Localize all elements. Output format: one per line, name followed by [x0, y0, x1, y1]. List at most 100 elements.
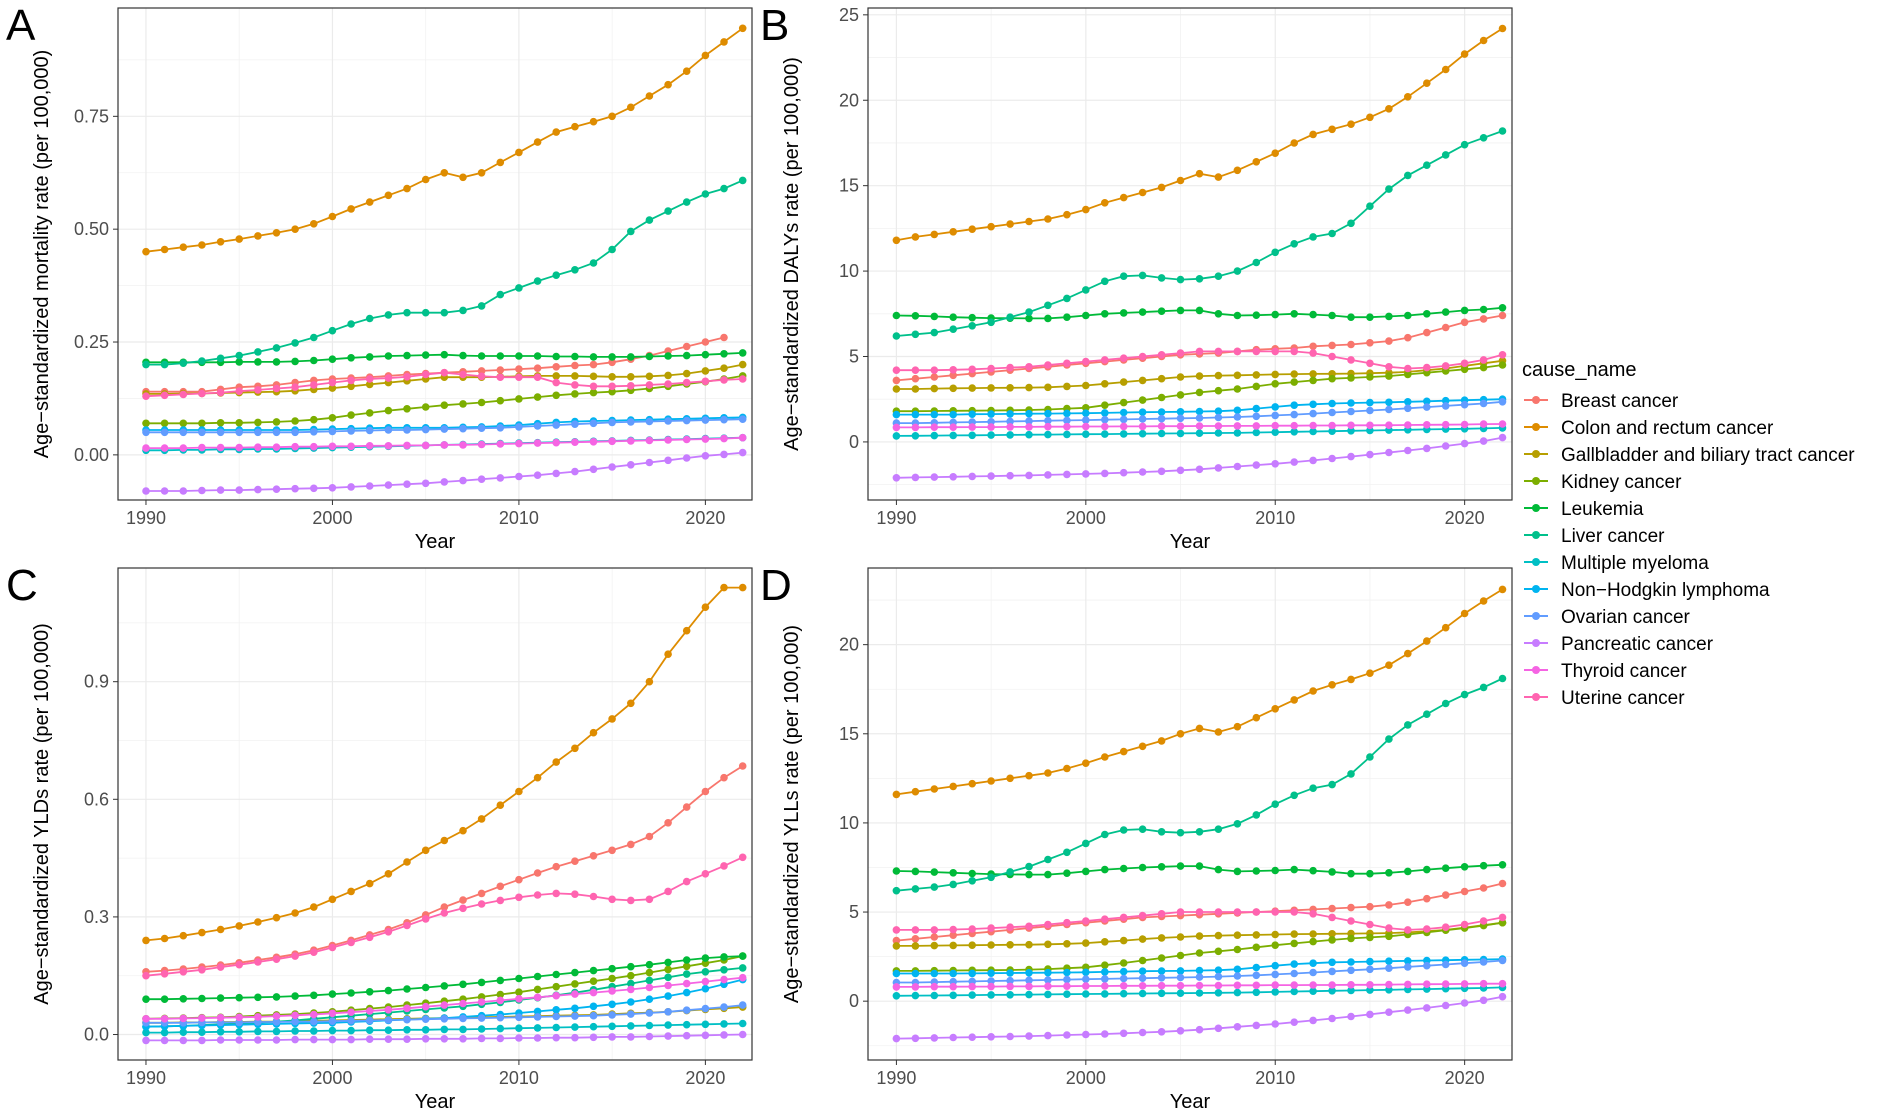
data-point-1997: [272, 344, 281, 352]
data-point-1991: [911, 410, 920, 419]
data-point-2006: [440, 350, 449, 359]
data-point-1997: [272, 955, 281, 963]
legend-label-multiple-myeloma: Multiple myeloma: [1561, 553, 1709, 574]
series-pancreatic-cancer: [892, 992, 1507, 1043]
data-point-2012: [1309, 421, 1317, 430]
data-point-1990: [892, 474, 901, 482]
data-point-2020: [701, 377, 710, 386]
legend-key-point: [1532, 612, 1540, 620]
data-point-2005: [421, 441, 430, 450]
data-point-2006: [1195, 1025, 1204, 1034]
data-point-2001: [1101, 982, 1109, 990]
data-point-1991: [911, 423, 920, 432]
data-point-1996: [1006, 991, 1014, 999]
legend-entry-gallbladder-cancer: Gallbladder and biliary tract cancer: [1524, 445, 1855, 466]
data-point-2015: [1366, 421, 1374, 430]
data-point-2017: [1404, 1006, 1412, 1014]
data-point-2022: [1498, 992, 1507, 1001]
data-point-2005: [1176, 730, 1185, 738]
data-point-2021: [1479, 917, 1488, 925]
data-point-2002: [1119, 430, 1128, 438]
y-tick-label: 0.9: [84, 672, 109, 692]
data-point-1993: [949, 782, 957, 791]
data-point-2011: [1290, 987, 1298, 996]
data-point-2009: [1252, 412, 1261, 421]
data-point-2009: [496, 882, 505, 891]
data-point-2019: [1441, 864, 1450, 872]
data-point-1996: [254, 232, 262, 240]
data-point-1990: [892, 311, 901, 320]
data-point-2017: [645, 976, 654, 985]
data-point-2005: [1176, 391, 1185, 399]
data-point-2013: [571, 744, 579, 753]
data-point-1999: [310, 428, 318, 436]
data-point-2013: [1328, 399, 1336, 408]
data-point-1997: [272, 384, 281, 393]
data-point-2014: [1347, 356, 1355, 364]
data-point-2003: [1138, 956, 1147, 965]
data-point-2010: [515, 284, 523, 292]
panel-letter: B: [760, 1, 789, 50]
data-point-2002: [1119, 468, 1128, 477]
data-point-2012: [552, 1006, 560, 1014]
data-point-2007: [1214, 429, 1223, 437]
data-point-1999: [310, 948, 318, 956]
data-point-2019: [682, 67, 691, 75]
data-point-2015: [608, 1033, 616, 1041]
data-point-2015: [608, 373, 616, 381]
data-point-2017: [1404, 446, 1412, 455]
data-point-2002: [1119, 272, 1128, 281]
data-point-2013: [1328, 374, 1336, 383]
data-point-2007: [459, 476, 467, 485]
data-point-2016: [627, 103, 635, 112]
data-point-1990: [892, 936, 901, 945]
data-point-2010: [515, 1024, 523, 1032]
data-point-2018: [664, 650, 672, 658]
data-point-1999: [1063, 1031, 1071, 1039]
data-point-2018: [1423, 894, 1431, 903]
data-point-2007: [1214, 422, 1223, 430]
data-point-2010: [515, 995, 523, 1003]
data-point-1991: [911, 969, 920, 978]
data-point-1996: [1006, 384, 1014, 392]
data-point-2002: [1119, 354, 1128, 363]
y-tick-label: 20: [839, 635, 859, 655]
data-point-2019: [682, 970, 691, 978]
data-point-2002: [1119, 936, 1128, 945]
data-point-1998: [291, 952, 299, 960]
data-point-2019: [682, 454, 691, 462]
data-point-1990: [142, 1028, 150, 1037]
data-point-1992: [179, 1014, 188, 1023]
y-axis-title: Age−standardized YLLs rate (per 100,000): [781, 625, 803, 1003]
data-point-2019: [682, 435, 691, 444]
data-point-1998: [291, 1027, 299, 1035]
data-point-1994: [968, 225, 976, 233]
data-point-2022: [738, 176, 747, 185]
data-point-1996: [254, 418, 262, 427]
data-point-1990: [142, 392, 150, 401]
data-point-2020: [1460, 439, 1469, 448]
data-point-1993: [949, 423, 957, 432]
data-point-2021: [720, 38, 728, 46]
series-liver-cancer: [142, 176, 747, 369]
data-point-2007: [459, 826, 467, 835]
data-point-2013: [571, 438, 579, 447]
data-point-2012: [552, 421, 560, 429]
data-point-1991: [160, 360, 169, 369]
data-point-2017: [1404, 333, 1412, 342]
data-point-2022: [738, 448, 747, 457]
data-point-1990: [892, 886, 901, 895]
data-point-2019: [682, 416, 691, 425]
data-point-1996: [1006, 431, 1014, 439]
data-point-2003: [1138, 742, 1147, 751]
data-point-2015: [1366, 669, 1374, 677]
data-point-2014: [589, 977, 598, 985]
data-point-2018: [1423, 310, 1431, 318]
data-point-2020: [701, 984, 710, 993]
data-point-2021: [1479, 996, 1488, 1005]
data-point-1992: [179, 931, 188, 940]
data-point-2020: [701, 338, 710, 346]
data-point-1995: [987, 423, 995, 431]
data-point-2001: [347, 442, 355, 451]
